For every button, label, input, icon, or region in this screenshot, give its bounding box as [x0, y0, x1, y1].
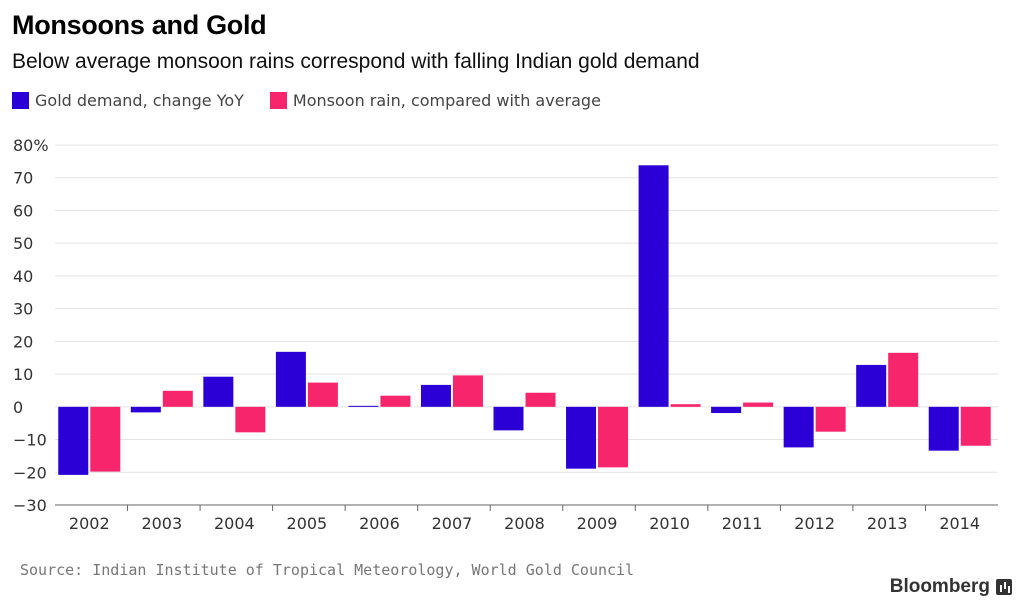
- brand-logo: Bloomberg: [890, 576, 1012, 598]
- x-tick-label: 2012: [794, 514, 835, 533]
- x-tick-label: 2014: [939, 514, 980, 533]
- legend-label-gold: Gold demand, change YoY: [35, 91, 244, 110]
- bar-monsoon-2013: [888, 352, 919, 407]
- legend-swatch-monsoon: [269, 92, 287, 109]
- source-note: Source: Indian Institute of Tropical Met…: [20, 561, 635, 579]
- y-tick-label: −30: [13, 496, 47, 515]
- y-tick-label: 70: [13, 169, 33, 188]
- bar-gold-2005: [275, 351, 306, 407]
- bar-gold-2004: [203, 376, 234, 407]
- bar-monsoon-2012: [815, 406, 846, 432]
- legend-label-monsoon: Monsoon rain, compared with average: [292, 91, 601, 110]
- x-tick-label: 2005: [287, 514, 328, 533]
- bar-monsoon-2004: [235, 406, 266, 433]
- bar-monsoon-2010: [670, 404, 701, 407]
- x-tick-label: 2002: [69, 514, 110, 533]
- bar-gold-2011: [711, 406, 742, 414]
- bar-monsoon-2014: [960, 406, 991, 446]
- bar-monsoon-2005: [307, 382, 338, 407]
- bar-monsoon-2002: [90, 406, 121, 472]
- bar-monsoon-2007: [452, 375, 483, 407]
- legend-swatch-gold: [12, 92, 29, 109]
- y-tick-label: 80%: [13, 136, 49, 155]
- x-tick-label: 2003: [141, 514, 182, 533]
- bar-gold-2007: [420, 384, 451, 407]
- bar-gold-2006: [348, 405, 379, 407]
- y-tick-label: −10: [13, 431, 47, 450]
- y-tick-label: 40: [13, 267, 33, 286]
- x-tick-label: 2008: [504, 514, 545, 533]
- x-tick-label: 2010: [649, 514, 690, 533]
- bar-gold-2010: [638, 165, 669, 407]
- bar-gold-2008: [493, 406, 524, 431]
- bloomberg-chart-icon: [996, 579, 1012, 595]
- x-tick-label: 2007: [432, 514, 473, 533]
- bar-monsoon-2008: [525, 392, 556, 407]
- legend-item-gold: Gold demand, change YoY: [12, 91, 244, 110]
- y-tick-label: 50: [13, 234, 33, 253]
- y-tick-label: 0: [13, 398, 23, 417]
- bar-gold-2014: [928, 406, 959, 451]
- bar-gold-2009: [566, 406, 597, 469]
- legend: Gold demand, change YoY Monsoon rain, co…: [12, 91, 601, 110]
- y-tick-label: −20: [13, 463, 47, 482]
- bar-gold-2003: [130, 406, 161, 413]
- bar-gold-2013: [856, 364, 887, 407]
- y-tick-label: 60: [13, 201, 33, 220]
- y-tick-label: 30: [13, 300, 33, 319]
- legend-item-monsoon: Monsoon rain, compared with average: [269, 91, 601, 110]
- x-tick-label: 2004: [214, 514, 255, 533]
- x-tick-label: 2011: [722, 514, 763, 533]
- brand-name: Bloomberg: [889, 576, 990, 597]
- bar-monsoon-2011: [743, 402, 774, 407]
- chart-subtitle: Below average monsoon rains correspond w…: [12, 50, 700, 73]
- bar-monsoon-2009: [598, 406, 629, 468]
- bar-monsoon-2003: [162, 390, 193, 407]
- bar-gold-2012: [783, 406, 814, 448]
- x-tick-label: 2009: [577, 514, 618, 533]
- chart-title: Monsoons and Gold: [12, 10, 267, 40]
- y-tick-label: 20: [13, 332, 33, 351]
- bar-gold-2002: [58, 406, 89, 475]
- x-tick-label: 2006: [359, 514, 400, 533]
- x-tick-label: 2013: [867, 514, 908, 533]
- y-tick-label: 10: [13, 365, 33, 384]
- bar-monsoon-2006: [380, 395, 411, 407]
